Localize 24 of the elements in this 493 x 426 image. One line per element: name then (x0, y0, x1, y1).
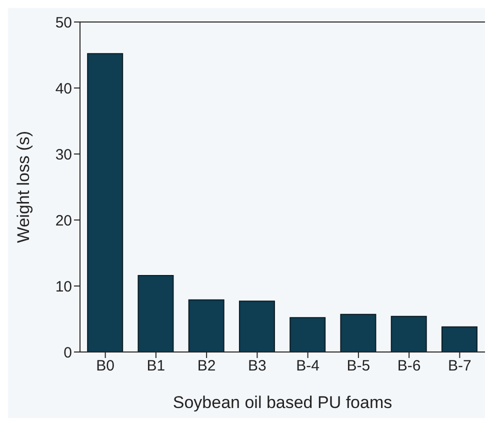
bar (87, 53, 124, 352)
x-tick-label: B0 (96, 358, 114, 375)
bar (340, 314, 376, 352)
x-axis-title: Soybean oil based PU foams (172, 393, 392, 412)
bar (238, 300, 275, 352)
x-tick-label: B-5 (346, 358, 370, 375)
x-tick-label: B-7 (448, 358, 472, 375)
y-tick-label: 20 (55, 212, 72, 230)
y-axis-title: Weight loss (s) (14, 130, 34, 244)
bar (138, 274, 174, 352)
x-tick-label: B2 (197, 358, 216, 375)
x-tick-label: B-4 (296, 358, 320, 375)
x-tick-label: B-6 (397, 358, 421, 375)
y-tick-label: 0 (64, 344, 72, 362)
x-tick-label: B1 (146, 358, 166, 375)
y-tick-label: 30 (55, 146, 72, 164)
bar (290, 317, 326, 352)
y-tick-label: 40 (55, 80, 72, 98)
bar (188, 299, 224, 352)
bar (390, 316, 427, 352)
bar (441, 326, 478, 352)
x-tick-label: B3 (248, 358, 266, 375)
y-tick-label: 10 (55, 278, 72, 296)
y-tick-label: 50 (55, 14, 72, 32)
